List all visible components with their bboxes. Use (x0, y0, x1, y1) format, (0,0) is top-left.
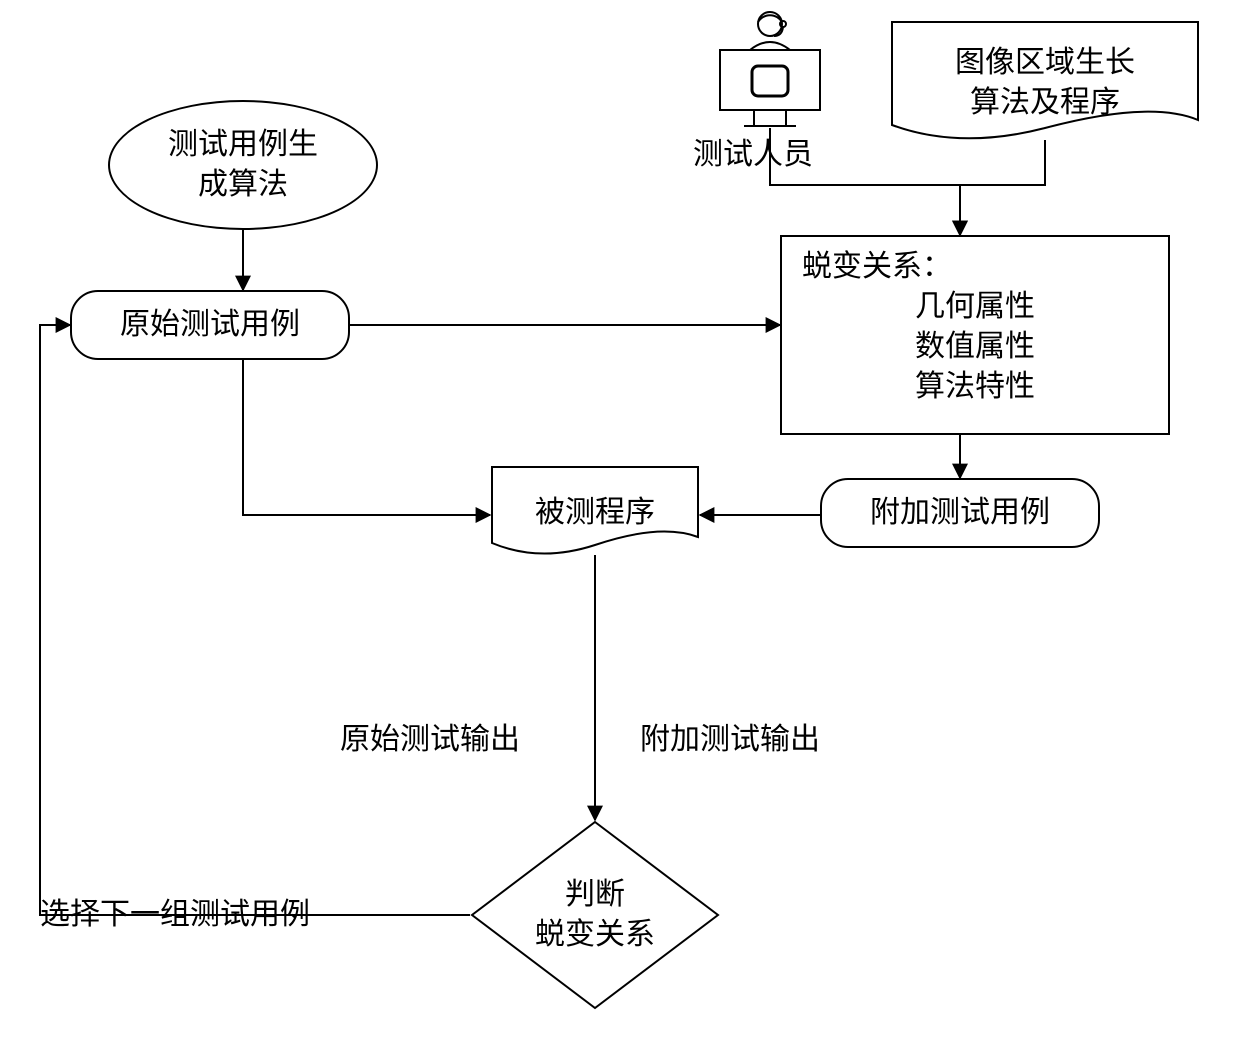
node-additional-test-case: 附加测试用例 (820, 478, 1100, 548)
node-judge-relation: 判断 蜕变关系 (470, 820, 720, 1010)
label-additional-output: 附加测试输出 (640, 720, 820, 760)
text-line: 几何属性 (915, 287, 1035, 327)
label-select-next: 选择下一组测试用例 (40, 895, 310, 935)
text-line: 原始测试用例 (120, 305, 300, 345)
text-line: 数值属性 (915, 327, 1035, 367)
node-test-case-gen-algo: 测试用例生 成算法 (108, 100, 378, 230)
text-line: 测试用例生 (168, 125, 318, 165)
node-tested-program: 被测程序 (490, 465, 700, 560)
text-title: 蜕变关系： (782, 247, 952, 287)
text-line: 图像区域生长 (955, 43, 1135, 83)
label-tester: 测试人员 (693, 135, 813, 175)
node-image-region-algo: 图像区域生长 算法及程序 (890, 20, 1200, 145)
node-metamorphic-relations: 蜕变关系： 几何属性 数值属性 算法特性 (780, 235, 1170, 435)
tester-icon (700, 8, 840, 128)
node-original-test-case: 原始测试用例 (70, 290, 350, 360)
text-line: 附加测试用例 (870, 493, 1050, 533)
text-line: 算法特性 (915, 367, 1035, 407)
text-line: 算法及程序 (955, 83, 1135, 123)
label-original-output: 原始测试输出 (340, 720, 520, 760)
text-line: 蜕变关系 (535, 915, 655, 955)
text-line: 判断 (535, 875, 655, 915)
text-line: 被测程序 (535, 493, 655, 533)
text-line: 成算法 (168, 165, 318, 205)
